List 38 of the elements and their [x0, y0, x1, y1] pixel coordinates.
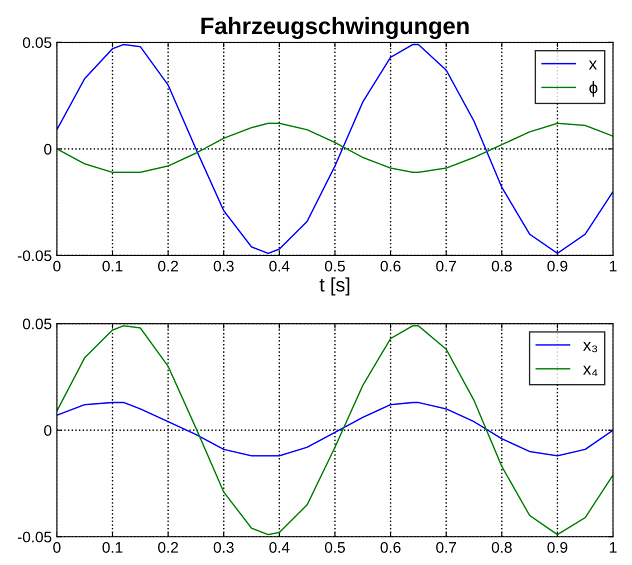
- y-tick-label: 0.05: [22, 37, 52, 48]
- x-tick-label: 0.7: [436, 542, 456, 553]
- legend-label: x: [588, 60, 597, 70]
- x-tick-label: 0.6: [380, 542, 401, 553]
- line-series: [56, 402, 614, 456]
- y-tick-label: -0.05: [18, 532, 52, 542]
- x-tick-label: 0.4: [269, 542, 290, 553]
- x-tick-label: 0.8: [492, 260, 512, 272]
- x-tick-label: 0.6: [380, 260, 401, 272]
- x-tick-label: 0.2: [158, 260, 178, 272]
- x-tick-label: 1: [610, 260, 617, 272]
- y-tick-label: 0: [44, 425, 52, 436]
- legend-label: x₄: [583, 366, 598, 376]
- line-series: [56, 122, 614, 174]
- legend-label: x₃: [583, 342, 598, 352]
- x-axis-title: t [s]: [320, 277, 350, 296]
- x-tick-label: 0.4: [269, 260, 290, 272]
- line-series: [56, 325, 614, 536]
- x-tick-label: 0.2: [158, 542, 178, 553]
- x-tick-label: 0.3: [214, 260, 234, 272]
- legend-label: ϕ: [589, 81, 598, 97]
- x-tick-label: 0.5: [324, 260, 345, 272]
- x-tick-label: 0.9: [547, 542, 568, 553]
- x-tick-label: 1: [610, 542, 617, 553]
- y-tick-label: 0.05: [22, 318, 52, 330]
- y-tick-label: -0.05: [18, 250, 52, 262]
- x-tick-label: 0.3: [214, 542, 234, 553]
- x-tick-label: 0.1: [102, 542, 122, 553]
- x-tick-label: 0.9: [547, 260, 568, 272]
- x-tick-label: 0: [53, 260, 61, 272]
- y-tick-label: 0: [44, 144, 52, 155]
- line-series: [56, 44, 614, 254]
- x-tick-label: 0.1: [102, 260, 122, 272]
- chart-title: Fahrzeugschwingungen: [201, 16, 469, 40]
- x-tick-label: 0.5: [324, 542, 345, 553]
- x-tick-label: 0: [53, 542, 61, 553]
- x-tick-label: 0.8: [492, 542, 512, 553]
- x-tick-label: 0.7: [436, 260, 456, 272]
